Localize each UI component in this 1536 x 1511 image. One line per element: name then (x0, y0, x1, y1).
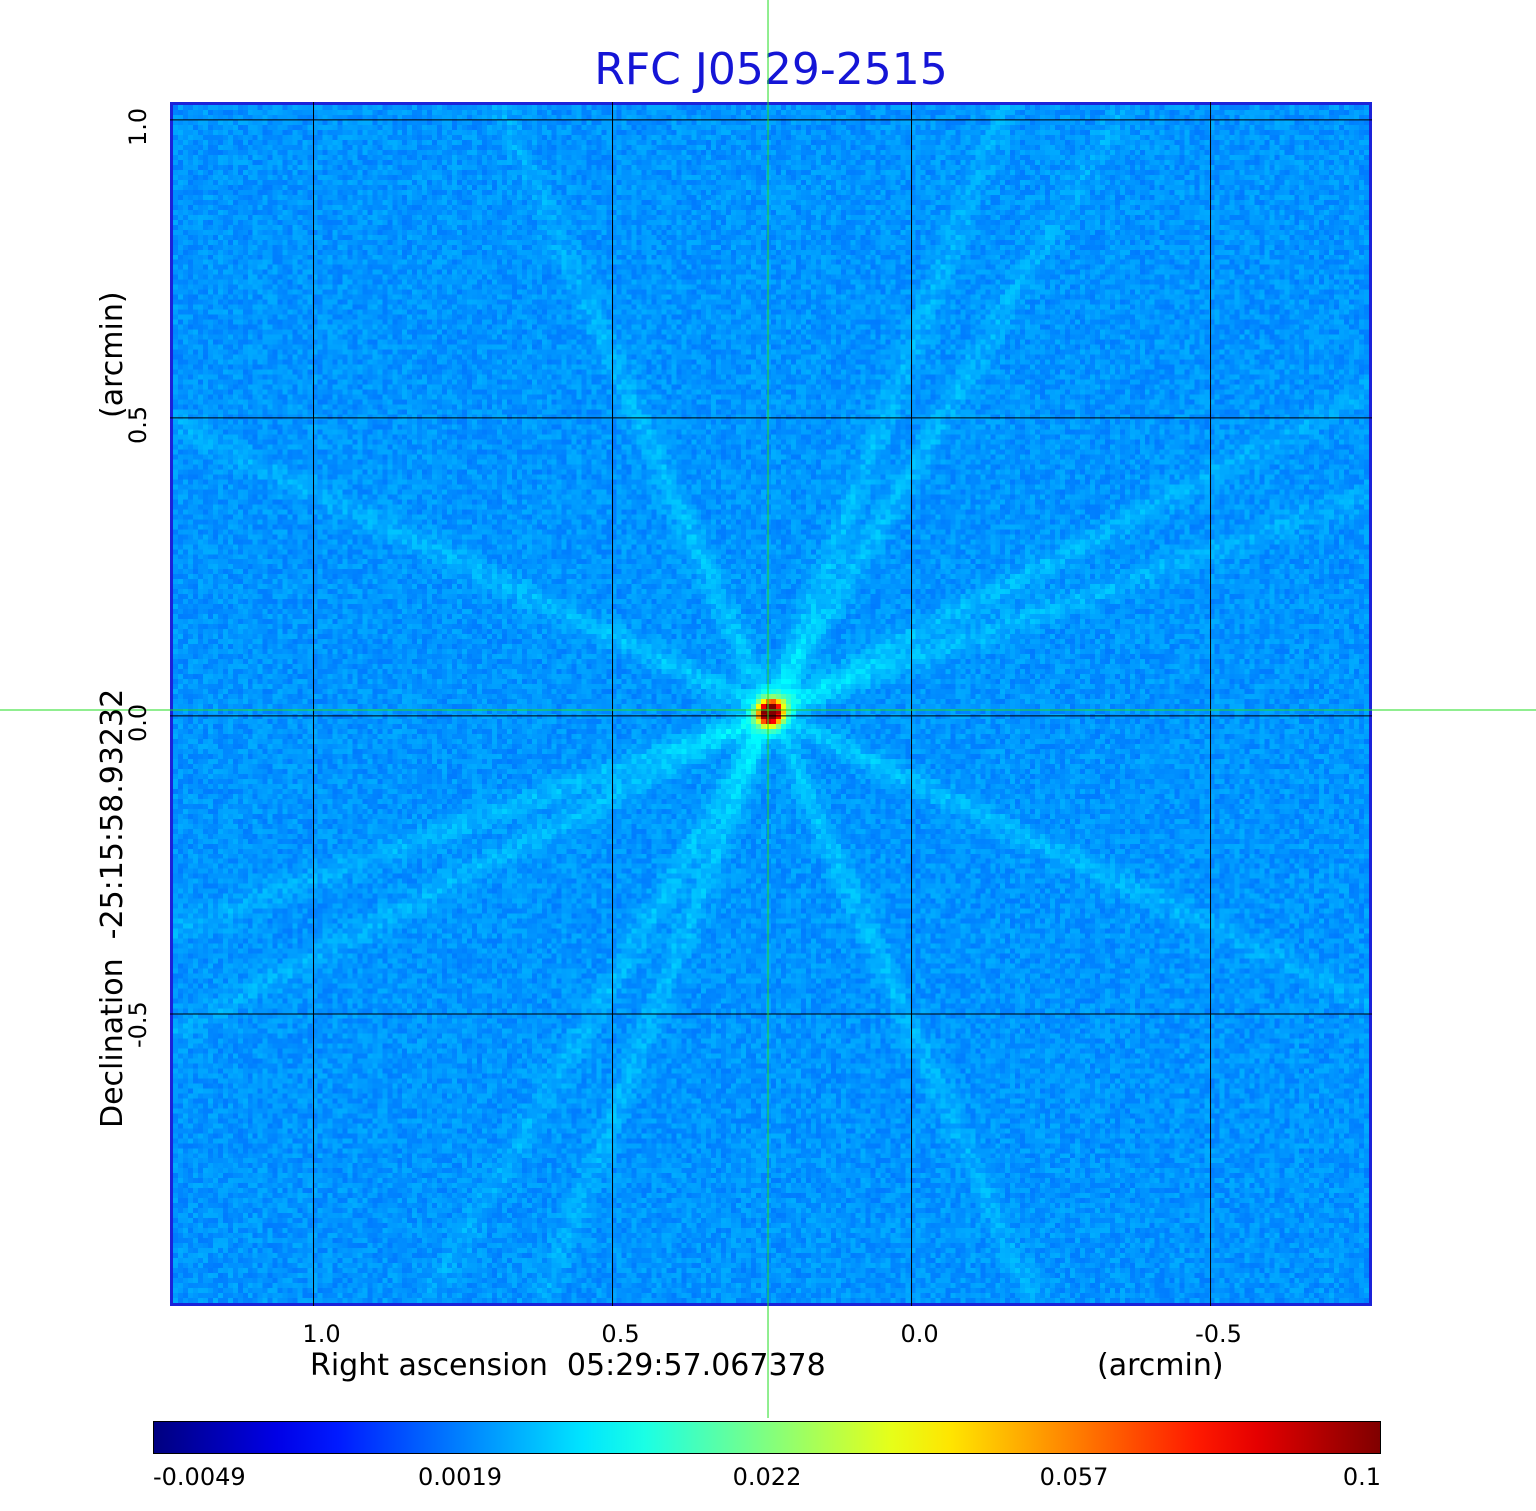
x-tick-label: 0.5 (601, 1320, 640, 1348)
chart-title: RFC J0529-2515 (594, 44, 948, 95)
colorbar-tick-label: 0.022 (732, 1463, 802, 1491)
intensity-map[interactable] (170, 102, 1372, 1306)
y-axis-label: Declination -25:15:58.93232 (95, 688, 130, 1128)
colorbar-tick-label: -0.0049 (153, 1463, 246, 1491)
x-tick-label: 0.0 (900, 1320, 939, 1348)
colorbar-tick-label: 0.1 (1342, 1463, 1381, 1491)
y-tick-label: 1.0 (124, 108, 152, 147)
colorbar-tick-label: 0.057 (1039, 1463, 1109, 1491)
y-axis-unit: (arcmin) (95, 291, 130, 418)
x-axis-unit: (arcmin) (1097, 1348, 1224, 1383)
colorbar-tick-label: 0.0019 (418, 1463, 502, 1491)
x-tick-label: -0.5 (1195, 1320, 1242, 1348)
colorbar (153, 1421, 1381, 1454)
heatmap-image (173, 105, 1369, 1303)
x-axis-label: Right ascension 05:29:57.067378 (310, 1348, 826, 1383)
x-tick-label: 1.0 (302, 1320, 341, 1348)
